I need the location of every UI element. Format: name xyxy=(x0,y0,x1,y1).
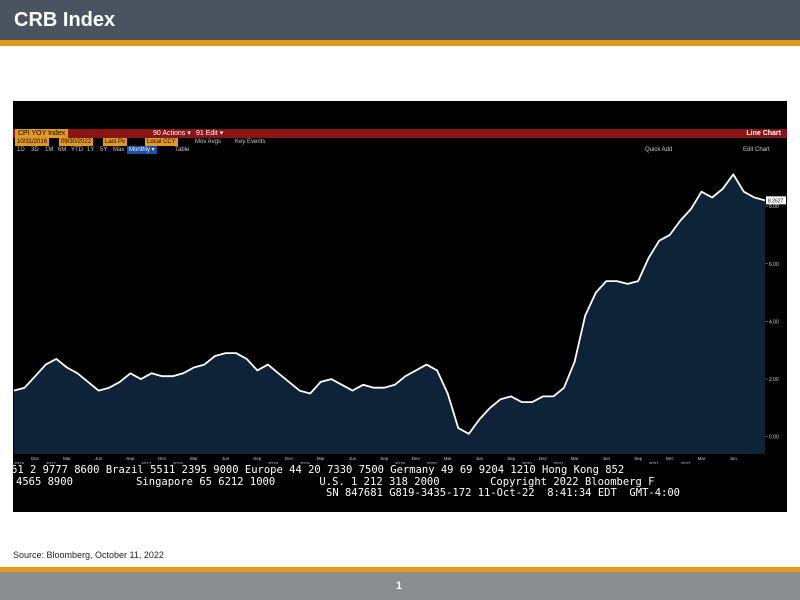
footer-divider xyxy=(0,567,800,572)
end-date-field[interactable]: 09/30/2022 xyxy=(59,138,94,146)
last-value-box xyxy=(766,196,786,205)
footer-bar xyxy=(0,572,800,600)
chart-type-label: Line Chart xyxy=(746,130,781,137)
frequency-select[interactable]: Monthly ▾ xyxy=(127,146,157,154)
x-tick-label: Jun xyxy=(222,456,230,461)
y-tick-label: 0.00 xyxy=(769,435,779,441)
period-6m[interactable]: 6M xyxy=(58,147,67,153)
period-5y[interactable]: 5Y xyxy=(100,147,108,153)
x-tick-year-label: 2021 xyxy=(649,461,660,464)
page-number: 1 xyxy=(396,580,403,592)
y-tick-label: 2.00 xyxy=(769,377,779,383)
start-date-field[interactable]: 10/31/2016 xyxy=(15,138,50,146)
bloomberg-terminal-screenshot: CPI YOY Index 90 Actions ▾ 91 Edit ▾ Lin… xyxy=(13,101,787,512)
x-tick-label: Dec xyxy=(412,456,421,461)
period-controls-row: 1D 3D 1M 6M YTD 1Y 5Y Max Monthly ▾ Tabl… xyxy=(13,146,787,154)
slide-title: CRB Index xyxy=(14,9,116,31)
x-tick-label: Dec xyxy=(539,456,548,461)
last-value-marker: 8.2627 xyxy=(766,196,786,205)
y-tick-label: 8.00 xyxy=(769,204,779,210)
x-tick-year-label: 2018 xyxy=(173,461,184,464)
actions-menu[interactable]: 90 Actions ▾ xyxy=(153,130,191,137)
period-1d[interactable]: 1D xyxy=(17,147,25,153)
x-tick-year-label: 2019 xyxy=(300,461,311,464)
period-max[interactable]: Max xyxy=(113,147,125,153)
x-tick-label: Sep xyxy=(380,456,389,461)
x-tick-label: Mar xyxy=(444,456,452,461)
x-tick-label: Mar xyxy=(63,456,71,461)
ticker-line-3: SN 847681 G819-3435-172 11-Oct-22 8:41:3… xyxy=(326,487,681,499)
x-tick-label: Sep xyxy=(507,456,516,461)
x-tick-label: Dec xyxy=(285,456,294,461)
x-axis: Dec 2016 Mar 2017 Jun Sep Dec 2017 Mar 2018 Jun Sep… xyxy=(14,456,737,464)
x-tick-label: Mar xyxy=(317,456,325,461)
x-tick-year-label: 2020 xyxy=(522,461,533,464)
x-tick-label: Mar xyxy=(698,456,706,461)
y-axis: 0.00 2.00 4.00 6.00 8.00 xyxy=(765,204,779,441)
date-controls-row: 10/31/2016 09/30/2022 Last Px Local CCY … xyxy=(13,138,787,146)
price-field[interactable]: Last Px xyxy=(103,138,128,146)
x-tick-year-label: 2016 xyxy=(14,461,25,464)
security-name[interactable]: CPI YOY Index xyxy=(15,129,69,138)
edit-menu[interactable]: 91 Edit ▾ xyxy=(196,130,224,137)
x-tick-year-label: 2017 xyxy=(46,461,57,464)
x-tick-label: Mar xyxy=(571,456,579,461)
currency-field[interactable]: Local CCY xyxy=(145,138,178,146)
table-button[interactable]: Table xyxy=(175,147,190,153)
x-tick-label: Sep xyxy=(253,456,262,461)
ticker-line-1: 61 2 9777 8600 Brazil 5511 2395 9000 Eur… xyxy=(13,464,625,476)
last-value-label: 8.2627 xyxy=(768,198,784,204)
mov-avgs-toggle[interactable]: Mov Avgs xyxy=(195,139,221,145)
series-area xyxy=(14,174,765,454)
x-tick-year-label: 2022 xyxy=(681,461,692,464)
period-3d[interactable]: 3D xyxy=(31,147,39,153)
quick-add-button[interactable]: Quick Add xyxy=(645,147,673,153)
period-ytd[interactable]: YTD xyxy=(71,147,83,153)
period-1y[interactable]: 1Y xyxy=(87,147,95,153)
x-tick-label: Dec xyxy=(666,456,675,461)
x-tick-label: Jun xyxy=(603,456,611,461)
x-tick-label: Dec xyxy=(158,456,167,461)
x-tick-year-label: 2018 xyxy=(268,461,279,464)
x-tick-label: Jun xyxy=(476,456,484,461)
x-tick-label: Sep xyxy=(634,456,643,461)
ticker-line-2: 4565 8900 Singapore 65 6212 1000 U.S. 1 … xyxy=(16,476,655,488)
period-1m[interactable]: 1M xyxy=(45,147,54,153)
x-tick-label: Jun xyxy=(730,456,738,461)
x-tick-year-label: 2021 xyxy=(554,461,565,464)
cpi-yoy-chart: 0.00 2.00 4.00 6.00 8.00 Dec 2016 Mar 2017 Jun Se… xyxy=(13,173,786,464)
edit-chart-button[interactable]: Edit Chart xyxy=(743,147,770,153)
x-tick-year-label: 2019 xyxy=(395,461,406,464)
x-tick-year-label: 2020 xyxy=(427,461,438,464)
terminal-header-bar: CPI YOY Index 90 Actions ▾ 91 Edit ▾ Lin… xyxy=(13,129,787,138)
series-line xyxy=(13,173,766,435)
x-tick-label: Jun xyxy=(349,456,357,461)
title-bar: CRB Index xyxy=(0,0,800,40)
y-tick-label: 4.00 xyxy=(769,319,779,325)
x-tick-label: Sep xyxy=(126,456,135,461)
y-tick-label: 6.00 xyxy=(769,262,779,268)
source-note: Source: Bloomberg, October 11, 2022 xyxy=(13,550,164,560)
x-tick-year-label: 2017 xyxy=(141,461,152,464)
title-divider xyxy=(0,40,800,46)
x-tick-label: Dec xyxy=(31,456,40,461)
x-tick-label: Jun xyxy=(95,456,103,461)
x-tick-label: Mar xyxy=(190,456,198,461)
key-events-toggle[interactable]: Key Events xyxy=(235,139,266,145)
